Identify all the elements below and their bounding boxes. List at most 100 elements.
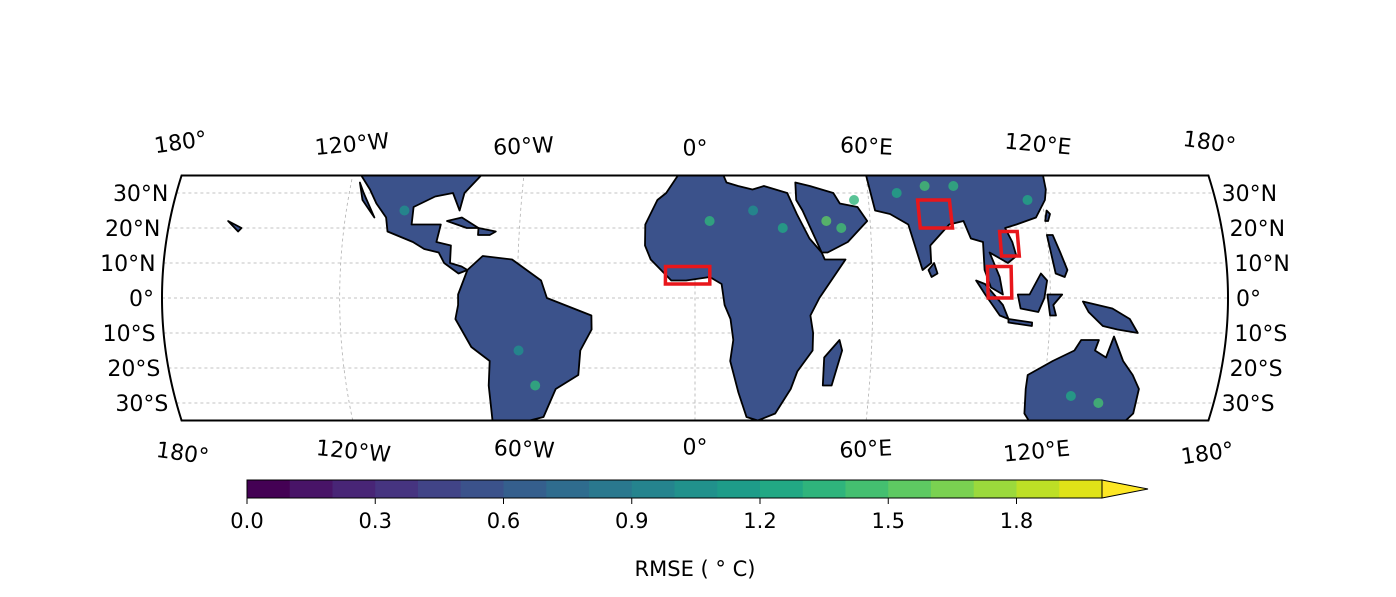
lon-tick-label: 60°E [839,133,893,160]
colorbar-tick-label: 1.2 [743,509,776,533]
lat-tick-label: 20°S [1230,357,1283,382]
land-polygon [1046,234,1069,278]
lon-tick-label: 120°E [1002,436,1071,467]
lon-labels-bottom: 180° 120°W 60°W 0° 60°E 120°E 180° [155,436,1236,471]
land-polygon [793,175,1047,296]
colorbar-segment [1016,480,1060,498]
colorbar-segment [289,480,333,498]
colorbar-segment [247,480,291,498]
land-masses [227,175,1140,421]
colorbar-tick-label: 0.0 [230,509,263,533]
lon-gridline [339,175,354,421]
lat-tick-label: 0° [1236,287,1261,312]
data-speckle [399,205,410,216]
colorbar-ticks: 0.0 0.3 0.6 0.9 1.2 1.5 1.8 [230,498,1033,533]
colorbar-segment [973,480,1017,498]
lon-gridline [865,175,874,421]
colorbar-segment [631,480,675,498]
colorbar-segment [760,480,804,498]
colorbar-label: RMSE ( ° C) [635,557,756,581]
data-speckle [919,181,930,191]
land-polygon [821,339,843,387]
colorbar-segment [589,480,633,498]
colorbar-segment [546,480,590,498]
lon-tick-label: 0° [683,137,708,162]
data-speckle [748,205,759,216]
land-polygon [454,255,593,421]
highlight-box [985,264,1014,300]
lon-tick-label: 120°W [315,436,392,468]
lat-tick-label: 0° [129,287,154,312]
land-polygon [1023,335,1140,421]
colorbar-tick-label: 0.3 [359,509,392,533]
land-polygon [227,220,243,233]
lat-tick-label: 10°N [100,252,155,277]
colorbar-segment [802,480,846,498]
lat-tick-label: 30°N [1222,182,1277,207]
data-speckle [1022,195,1033,205]
lat-tick-label: 20°N [105,217,160,242]
data-speckle [530,380,541,391]
data-speckle [1093,398,1104,408]
lon-tick-label: 0° [683,436,708,461]
colorbar [246,479,1149,499]
lat-tick-label: 10°N [1234,252,1289,277]
lat-tick-label: 10°S [103,322,156,347]
colorbar-tick-label: 0.6 [487,509,520,533]
colorbar-segment [332,480,376,498]
highlight-box [663,264,712,286]
colorbar-segment [717,480,761,498]
highlight-box [915,198,955,230]
colorbar-segment [375,480,419,498]
lon-gridline [1036,175,1051,421]
lat-labels-right: 30°N 20°N 10°N 0° 10°S 20°S 30°S [1222,182,1290,417]
colorbar-tick-label: 1.5 [872,509,905,533]
highlight-box [997,229,1022,258]
land-polygon [360,175,482,275]
land-polygon [794,181,869,254]
colorbar-segment [1059,480,1103,498]
colorbar-segment [674,480,718,498]
data-speckle [821,216,832,226]
land-polygon [359,181,376,219]
lat-tick-label: 10°S [1234,322,1287,347]
lon-tick-label: 120°W [314,129,391,161]
lat-tick-label: 30°N [113,182,168,207]
lat-labels-left: 30°N 20°N 10°N 0° 10°S 20°S 30°S [100,182,168,417]
data-speckle [513,345,524,356]
colorbar-tick-label: 1.8 [1000,509,1033,533]
colorbar-tick-label: 0.9 [615,509,648,533]
lon-tick-label: 180° [1180,438,1236,470]
data-speckle [891,188,902,198]
land-polygon [1007,318,1033,327]
lon-tick-label: 60°E [839,436,893,463]
lat-tick-label: 20°S [107,357,160,382]
colorbar-segment [418,480,462,498]
data-speckle [948,181,959,191]
data-speckle [1065,391,1076,401]
lon-labels-top: 180° 120°W 60°W 0° 60°E 120°E 180° [153,127,1238,162]
lat-tick-label: 20°N [1230,217,1285,242]
map-frame [160,174,1230,422]
colorbar-segment [888,480,932,498]
lon-tick-label: 180° [1181,127,1237,159]
land-polygon [1046,293,1064,317]
lon-tick-label: 60°W [493,436,555,464]
land-polygon [927,262,939,278]
data-speckle [777,223,788,233]
lat-tick-label: 30°S [1222,392,1275,417]
lon-tick-label: 120°E [1003,129,1072,160]
colorbar-segment [845,480,889,498]
colorbar-segment [460,480,504,498]
colorbar-segment [931,480,975,498]
land-polygon [1016,272,1048,313]
lon-tick-label: 60°W [493,133,555,161]
lat-tick-label: 30°S [115,392,168,417]
colorbar-extend-arrow [1101,479,1149,499]
land-polygon [477,227,497,236]
land-polygon [1044,209,1051,222]
colorbar-segment [503,480,547,498]
colorbar-frame [246,479,1103,499]
land-polygon [1082,300,1139,334]
